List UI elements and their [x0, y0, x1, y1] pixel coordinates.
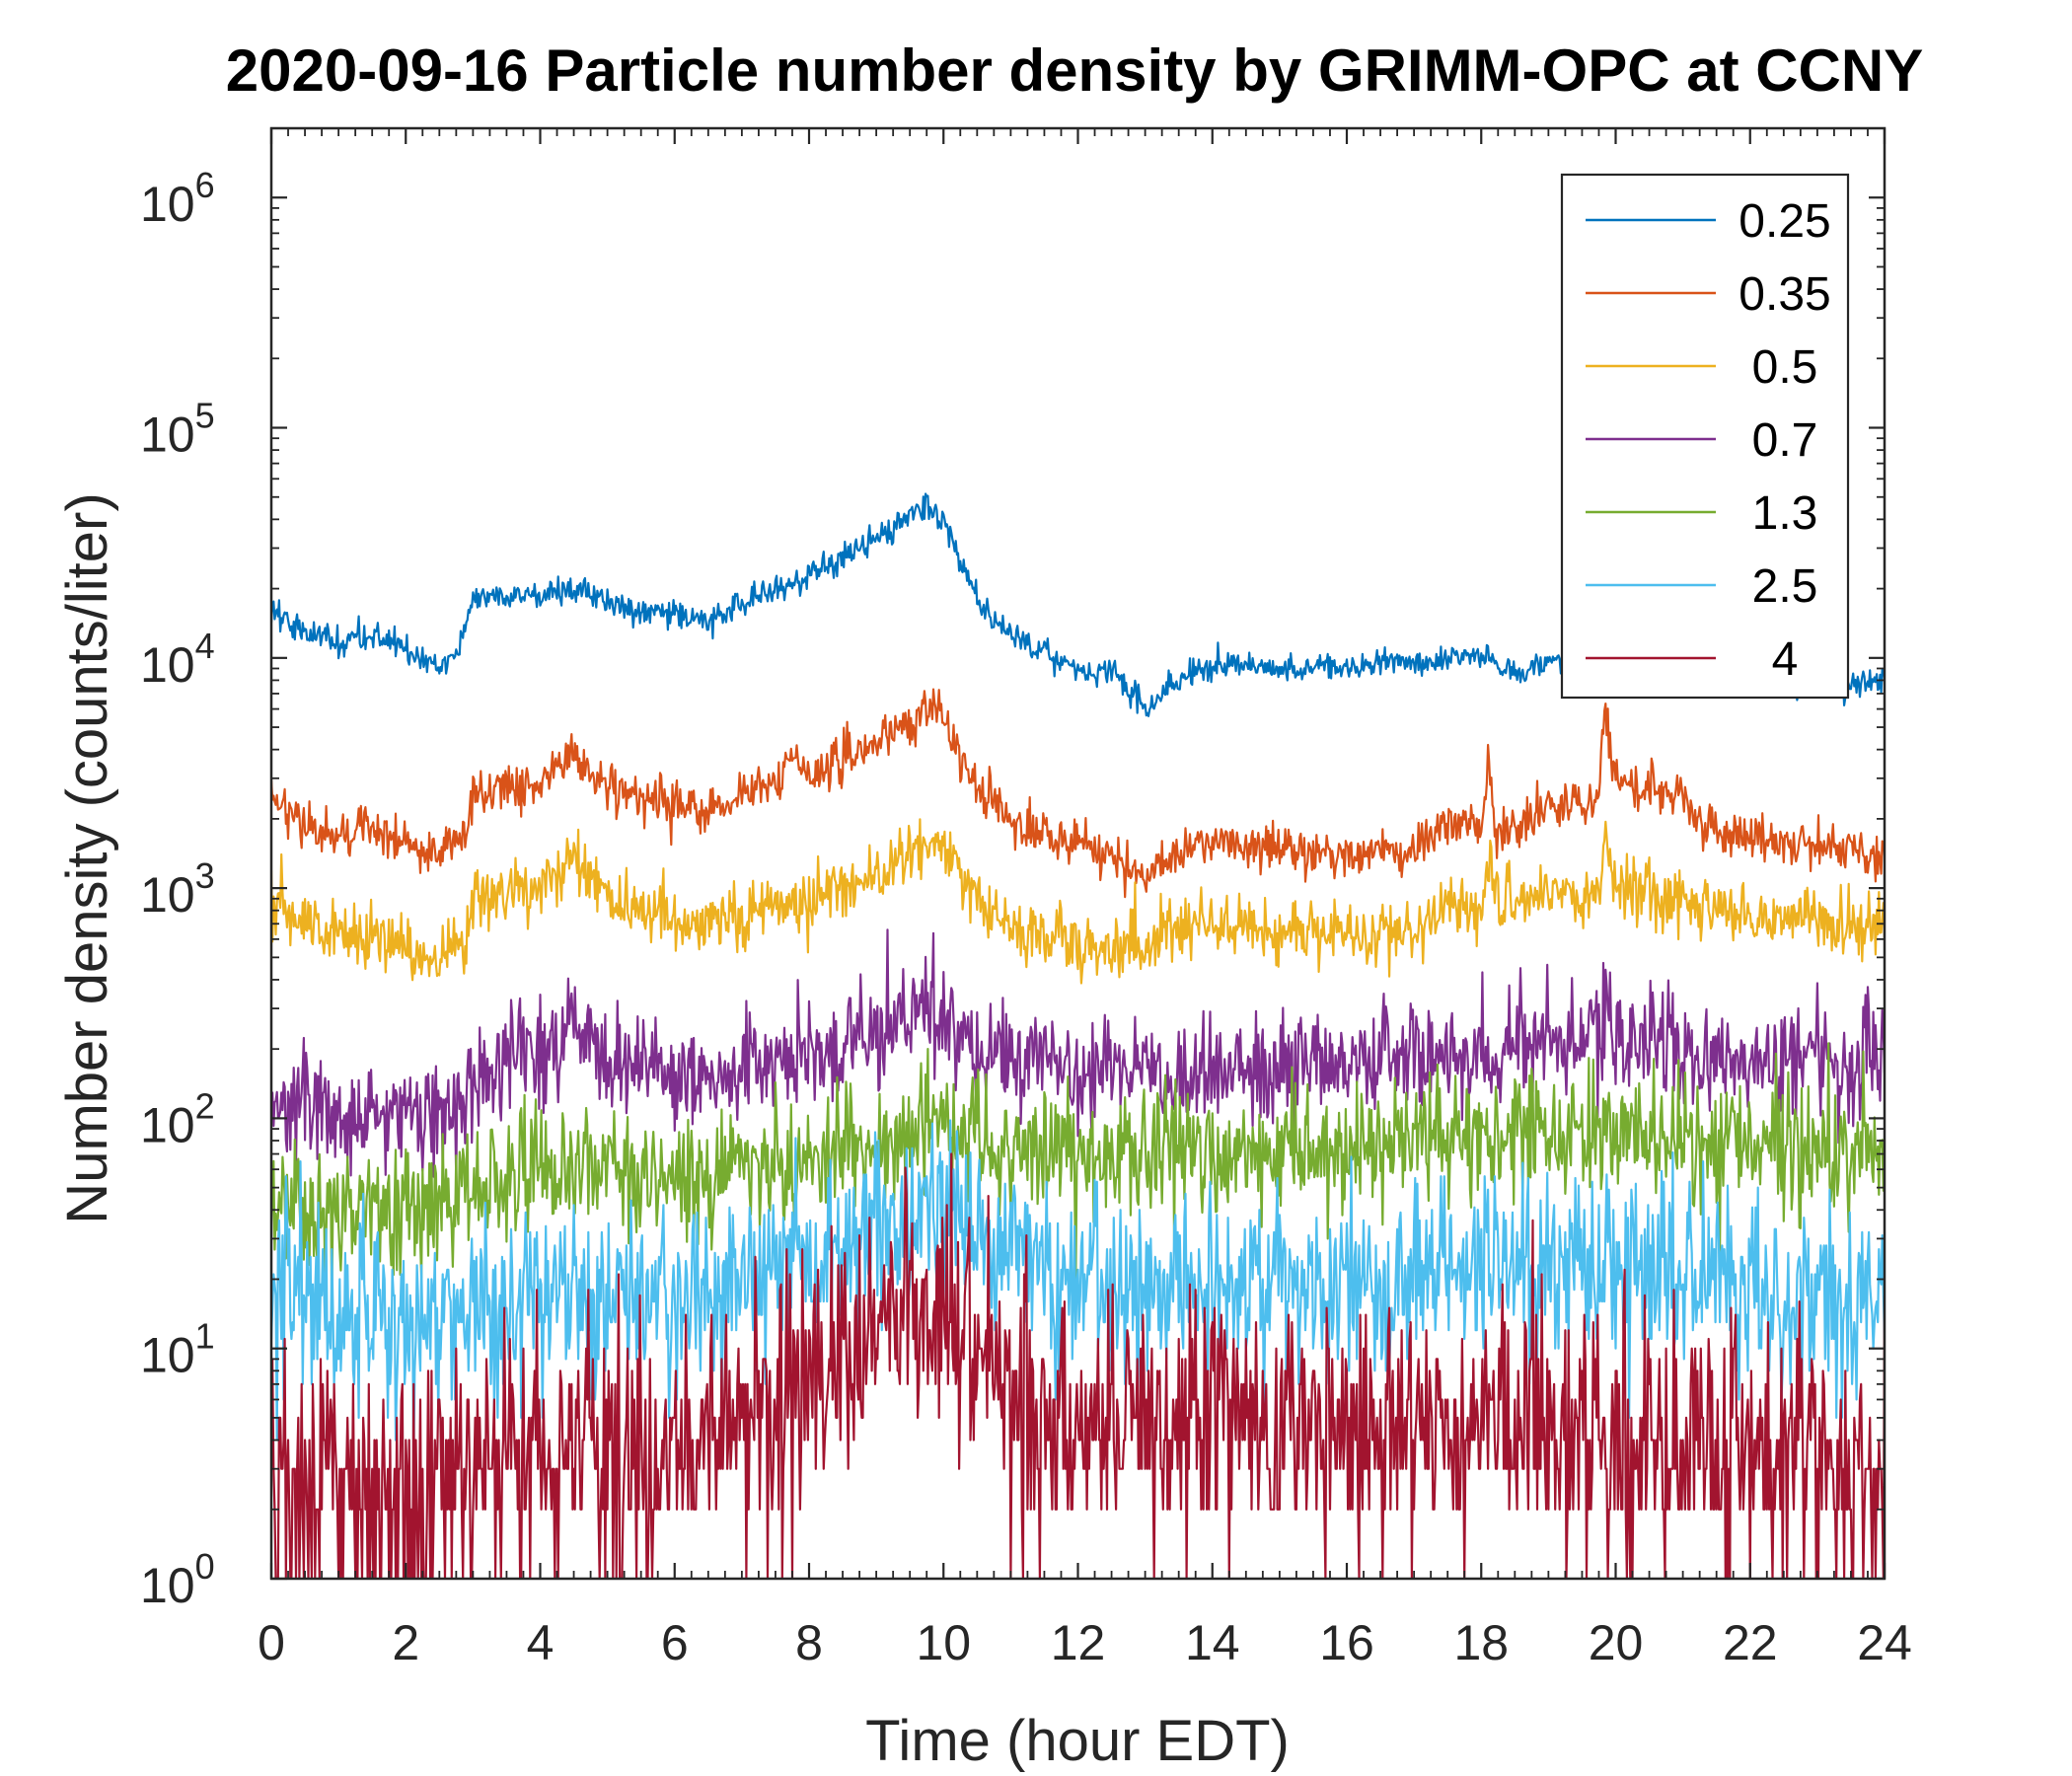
legend-label-1: 0.35	[1739, 268, 1830, 321]
y-tick-label: 102	[140, 1085, 215, 1152]
series-line-1	[271, 688, 1885, 899]
y-tick-label: 106	[140, 165, 215, 232]
x-tick-label: 0	[258, 1615, 285, 1670]
y-tick-label: 105	[140, 396, 215, 463]
series-layer	[271, 492, 1885, 1579]
series-line-6	[271, 1152, 1885, 1579]
series-line-2	[271, 818, 1885, 985]
x-tick-label: 4	[527, 1615, 555, 1670]
legend-label-2: 0.5	[1752, 341, 1818, 394]
y-tick-label: 103	[140, 855, 215, 923]
x-tick-label: 2	[392, 1615, 419, 1670]
x-tick-label: 16	[1319, 1615, 1374, 1670]
x-tick-label: 14	[1185, 1615, 1240, 1670]
legend: 0.25 0.35 0.5 0.7 1.3 2.5 4	[1560, 173, 1850, 700]
x-tick-label: 6	[661, 1615, 689, 1670]
series-line-5	[271, 1119, 1885, 1470]
legend-label-4: 1.3	[1752, 487, 1818, 540]
legend-label-3: 0.7	[1752, 414, 1818, 467]
chart-title: 2020-09-16 Particle number density by GR…	[226, 37, 1924, 104]
x-axis-title: Time (hour EDT)	[865, 1709, 1290, 1773]
legend-label-5: 2.5	[1752, 560, 1818, 613]
x-tick-label: 8	[795, 1615, 823, 1670]
legend-label-6: 4	[1772, 633, 1799, 686]
x-tick-label: 22	[1723, 1615, 1778, 1670]
series-line-4	[271, 1042, 1885, 1312]
legend-label-0: 0.25	[1739, 195, 1830, 248]
x-tick-label: 12	[1051, 1615, 1106, 1670]
x-tick-label: 10	[916, 1615, 971, 1670]
x-tick-label: 18	[1453, 1615, 1509, 1670]
legend-box	[1560, 173, 1850, 700]
series-line-3	[271, 928, 1885, 1180]
y-tick-label: 101	[140, 1316, 215, 1383]
y-tick-label: 104	[140, 626, 215, 693]
axes-layer: 0 2 4 6 8 10 12 14 16 18 20 22 241001011021031041051…	[140, 126, 1912, 1670]
y-axis-title: Number density (counts/liter)	[55, 492, 119, 1223]
x-tick-label: 20	[1589, 1615, 1644, 1670]
y-tick-label: 100	[140, 1546, 215, 1613]
x-tick-label: 24	[1857, 1615, 1912, 1670]
